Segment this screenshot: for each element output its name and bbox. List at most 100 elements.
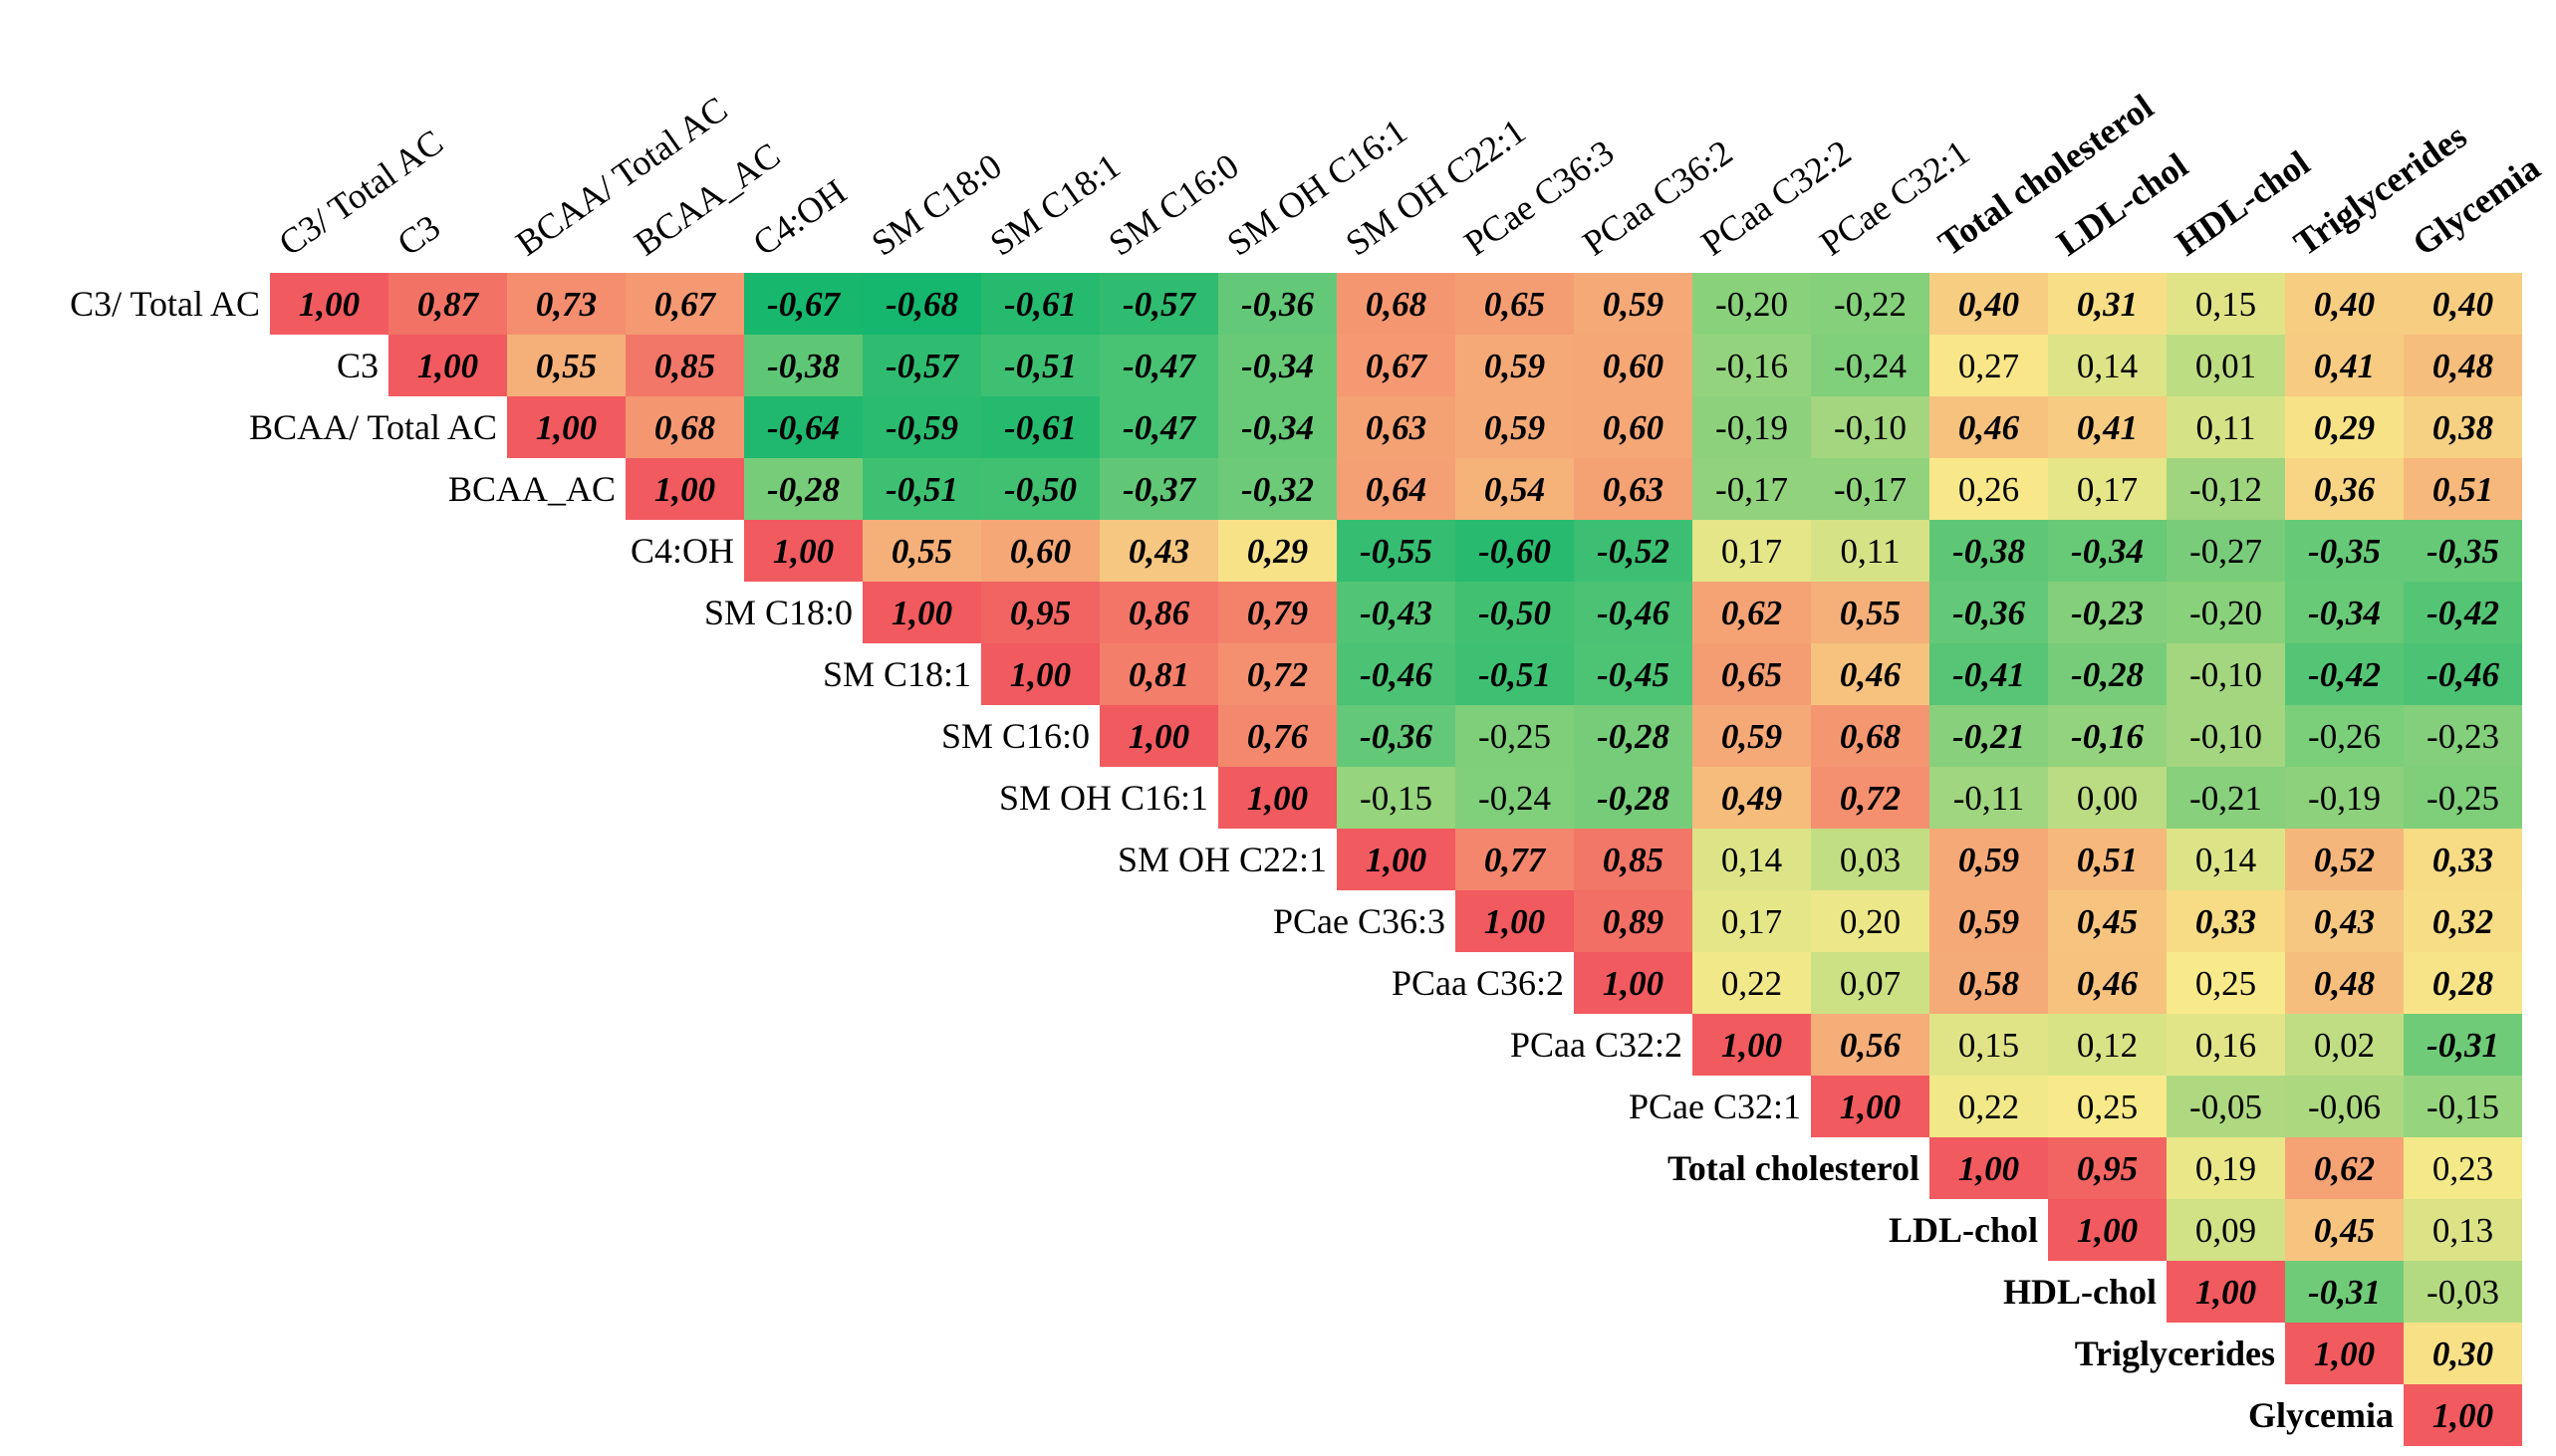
row-label-hdl-chol: HDL-chol xyxy=(2003,1272,2157,1312)
cell-value: 0,73 xyxy=(536,285,597,324)
heatmap-cell xyxy=(1692,952,1811,1014)
cell-value: 0,33 xyxy=(2195,902,2256,941)
cell-value: 1,00 xyxy=(773,532,834,571)
cell-value: -0,55 xyxy=(1360,532,1432,571)
heatmap-cell xyxy=(1455,767,1574,829)
heatmap-cell xyxy=(1929,335,2048,396)
cell-value: -0,43 xyxy=(1360,594,1432,632)
column-label-sm-c18-1: SM C18:1 xyxy=(983,145,1128,263)
heatmap-cell xyxy=(507,396,626,458)
heatmap-cell xyxy=(1337,335,1455,396)
heatmap-cell xyxy=(2404,1323,2522,1384)
cell-value: -0,26 xyxy=(2308,717,2381,756)
cell-value: 1,00 xyxy=(536,408,597,447)
cell-value: 0,26 xyxy=(1958,470,2019,509)
cell-value: 0,20 xyxy=(1840,902,1901,941)
cell-value: 1,00 xyxy=(2314,1335,2375,1373)
cell-value: 0,63 xyxy=(1366,408,1426,447)
heatmap-cell xyxy=(1929,458,2048,520)
heatmap-cell xyxy=(1218,396,1337,458)
cell-value: -0,51 xyxy=(886,470,958,509)
row-label-c3-total-ac: C3/ Total AC xyxy=(70,284,260,324)
heatmap-cell xyxy=(2167,643,2285,705)
cell-value: 0,17 xyxy=(1721,902,1782,941)
cell-value: 0,17 xyxy=(2077,470,2138,509)
cell-value: -0,50 xyxy=(1004,470,1077,509)
heatmap-cell xyxy=(2048,705,2167,767)
cell-value: -0,23 xyxy=(2427,717,2499,756)
heatmap-cell xyxy=(2048,520,2167,582)
cell-value: 0,86 xyxy=(1129,594,1190,632)
heatmap-cell xyxy=(2167,952,2285,1014)
heatmap-cell xyxy=(2285,1323,2404,1384)
heatmap-cell xyxy=(2048,396,2167,458)
column-label-sm-c16-0: SM C16:0 xyxy=(1102,145,1246,263)
heatmap-cell xyxy=(2285,1199,2404,1261)
cell-value: 0,76 xyxy=(1247,717,1309,756)
cell-value: 0,68 xyxy=(654,408,715,447)
heatmap-cell xyxy=(2167,705,2285,767)
heatmap-cell xyxy=(1337,273,1455,335)
cell-value: 0,23 xyxy=(2432,1149,2493,1188)
heatmap-cell xyxy=(2048,1076,2167,1137)
cell-value: 0,65 xyxy=(1484,285,1545,324)
heatmap-cell xyxy=(388,335,507,396)
cell-value: 0,59 xyxy=(1721,717,1782,756)
cell-value: 0,45 xyxy=(2077,902,2138,941)
heatmap-cell xyxy=(1692,335,1811,396)
heatmap-cell xyxy=(2167,767,2285,829)
cell-value: 0,16 xyxy=(2195,1026,2256,1065)
heatmap-cell xyxy=(1574,335,1692,396)
cell-value: 0,48 xyxy=(2314,964,2375,1003)
cell-value: -0,36 xyxy=(1360,717,1432,756)
heatmap-cell xyxy=(1811,396,1929,458)
heatmap-cell xyxy=(863,582,981,643)
heatmap-cell xyxy=(2167,1137,2285,1199)
row-label-triglycerides: Triglycerides xyxy=(2075,1334,2275,1373)
cell-value: 0,60 xyxy=(1010,532,1071,571)
cell-value: 1,00 xyxy=(1247,779,1308,818)
heatmap-cell xyxy=(981,396,1100,458)
heatmap-cell xyxy=(1692,1014,1811,1076)
heatmap-cell xyxy=(2285,952,2404,1014)
heatmap-cell xyxy=(981,582,1100,643)
cell-value: 1,00 xyxy=(2195,1273,2256,1312)
cell-value: -0,11 xyxy=(1953,779,2025,818)
heatmap-cell xyxy=(2285,335,2404,396)
cell-value: -0,64 xyxy=(767,408,840,447)
cell-value: -0,17 xyxy=(1834,470,1907,509)
cell-value: 0,59 xyxy=(1958,841,2019,879)
cell-value: 0,40 xyxy=(2432,285,2493,324)
heatmap-cell xyxy=(626,396,744,458)
cell-value: -0,46 xyxy=(1597,594,1669,632)
heatmap-cell xyxy=(1929,1137,2048,1199)
cell-value: 0,55 xyxy=(536,347,597,385)
cell-value: 0,64 xyxy=(1366,470,1426,509)
cell-value: 0,79 xyxy=(1247,594,1308,632)
heatmap-cell xyxy=(1929,273,2048,335)
cell-value: -0,20 xyxy=(1715,285,1788,324)
cell-value: 0,55 xyxy=(1840,594,1901,632)
cell-value: 0,85 xyxy=(654,347,715,385)
cell-value: 0,11 xyxy=(1841,532,1901,571)
cell-value: 0,46 xyxy=(1840,655,1902,694)
cell-value: -0,45 xyxy=(1597,655,1669,694)
cell-value: 1,00 xyxy=(1484,902,1545,941)
cell-value: 0,25 xyxy=(2077,1088,2138,1126)
cell-value: -0,38 xyxy=(767,347,840,385)
cell-value: -0,28 xyxy=(1597,779,1669,818)
heatmap-cell xyxy=(1455,643,1574,705)
heatmap-cell xyxy=(1337,582,1455,643)
heatmap-cell xyxy=(2048,767,2167,829)
cell-value: 0,14 xyxy=(2195,841,2256,879)
cell-value: 0,67 xyxy=(1366,347,1428,385)
cell-value: 0,55 xyxy=(892,532,952,571)
cell-value: -0,35 xyxy=(2427,532,2499,571)
cell-value: 0,36 xyxy=(2314,470,2376,509)
cell-value: -0,46 xyxy=(2427,655,2499,694)
cell-value: 0,13 xyxy=(2432,1211,2493,1250)
heatmap-cell xyxy=(1811,1076,1929,1137)
heatmap-cell xyxy=(1929,829,2048,890)
cell-value: -0,10 xyxy=(2189,717,2262,756)
heatmap-cell xyxy=(863,458,981,520)
